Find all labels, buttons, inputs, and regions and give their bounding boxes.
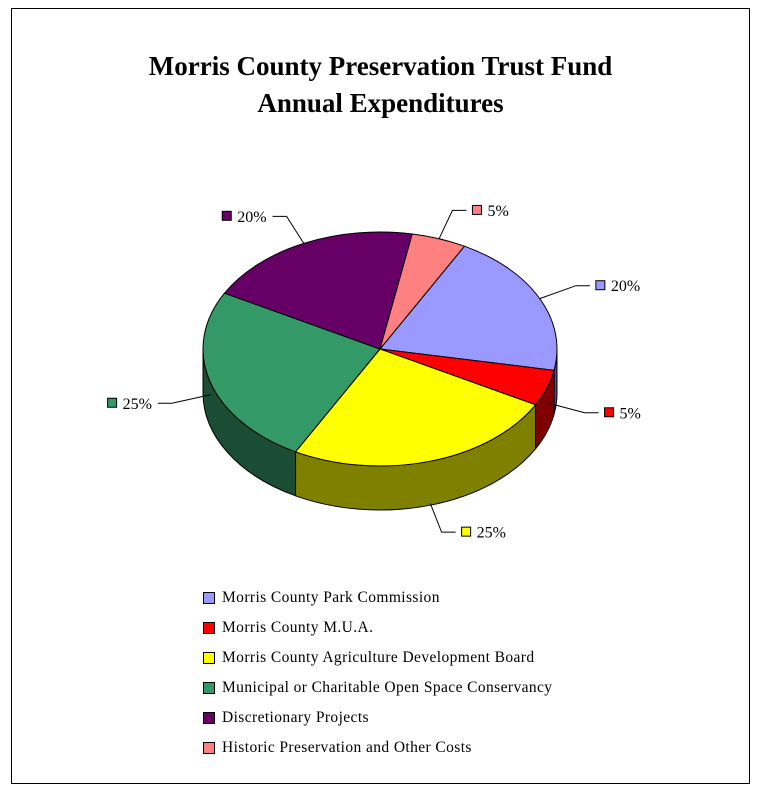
- data-label: 20%: [221, 209, 267, 226]
- legend-item: Municipal or Charitable Open Space Conse…: [203, 673, 552, 703]
- data-label: 25%: [461, 525, 506, 542]
- legend-swatch-historic: [203, 742, 215, 754]
- legend-item: Morris County Park Commission: [203, 583, 552, 613]
- data-label-swatch: [461, 526, 472, 537]
- legend-swatch-discretionary: [203, 712, 215, 724]
- data-label: 5%: [471, 203, 509, 220]
- data-label: 20%: [595, 278, 640, 295]
- legend-label: Morris County M.U.A.: [222, 619, 374, 636]
- pie-slice: [202, 292, 381, 453]
- chart-title-line-2: Annual Expenditures: [257, 88, 504, 118]
- data-label-swatch: [221, 210, 232, 221]
- data-label-leader: [157, 394, 211, 404]
- data-label-text: 20%: [237, 209, 266, 226]
- legend-swatch-open-space: [203, 682, 215, 694]
- pie-top: [202, 231, 558, 467]
- legend-label: Discretionary Projects: [222, 709, 369, 726]
- data-label: 5%: [604, 405, 641, 422]
- data-label-text: 25%: [123, 396, 152, 413]
- legend-label: Morris County Park Commission: [222, 589, 440, 606]
- data-label-leader: [272, 215, 305, 244]
- legend-swatch-mua: [203, 622, 215, 634]
- legend-label: Morris County Agriculture Development Bo…: [222, 649, 535, 666]
- legend-label: Historic Preservation and Other Costs: [222, 739, 472, 756]
- legend-swatch-park-commission: [203, 592, 215, 604]
- legend-item: Morris County M.U.A.: [203, 613, 552, 643]
- chart-title: Morris County Preservation Trust Fund An…: [0, 48, 761, 122]
- data-label-swatch: [595, 280, 606, 291]
- legend-swatch-agriculture-board: [203, 652, 215, 664]
- pie-labels: 20% 5% 25% 25% 20% 5%: [107, 203, 641, 542]
- data-label-swatch: [107, 397, 118, 408]
- chart-title-line-1: Morris County Preservation Trust Fund: [148, 51, 613, 81]
- chart-legend: Morris County Park Commission Morris Cou…: [203, 583, 552, 763]
- data-label-leader: [429, 503, 456, 533]
- legend-item: Morris County Agriculture Development Bo…: [203, 643, 552, 673]
- pie-slice: [379, 245, 558, 371]
- data-label-leader: [438, 209, 467, 239]
- pie-slice: [295, 348, 537, 467]
- data-label-text: 25%: [477, 525, 506, 542]
- data-label-leader: [546, 402, 599, 414]
- legend-item: Discretionary Projects: [203, 703, 552, 733]
- legend-label: Municipal or Charitable Open Space Conse…: [222, 679, 553, 696]
- legend-item: Historic Preservation and Other Costs: [203, 733, 552, 763]
- data-label-text: 20%: [611, 278, 640, 295]
- data-label-text: 5%: [487, 203, 508, 220]
- data-label-swatch: [471, 204, 482, 215]
- pie-slice: [223, 231, 413, 350]
- data-label: 25%: [107, 396, 152, 413]
- data-label-text: 5%: [620, 405, 641, 422]
- data-label-leader: [539, 285, 590, 300]
- data-label-swatch: [604, 407, 615, 418]
